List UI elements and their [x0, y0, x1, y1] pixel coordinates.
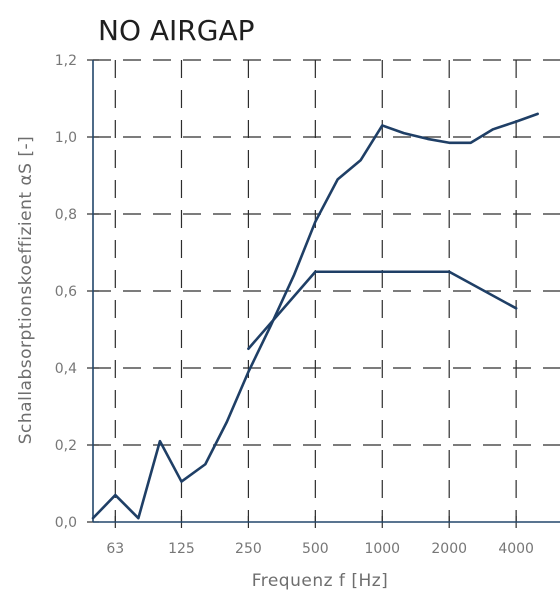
series-line-2: [247, 270, 518, 351]
x-tick-label-4: 1000: [364, 541, 400, 557]
grid-lines: [93, 59, 560, 522]
y-axis-label: Schallabsorptionskoeffizient αS [-]: [16, 136, 36, 444]
y-tick-label-1: 0,2: [55, 438, 77, 454]
chart-axes: [87, 59, 560, 528]
x-axis-label: Frequenz f [Hz]: [252, 571, 389, 591]
y-tick-label-5: 1,0: [55, 130, 77, 146]
y-tick-label-6: 1,2: [55, 53, 77, 69]
y-tick-label-4: 0,8: [55, 207, 77, 223]
y-tick-label-0: 0,0: [55, 515, 77, 531]
y-tick-label-2: 0,4: [55, 361, 77, 377]
x-tick-label-3: 500: [302, 541, 329, 557]
x-tick-label-1: 125: [168, 541, 195, 557]
x-tick-label-2: 250: [235, 541, 262, 557]
x-tick-label-6: 4000: [498, 541, 534, 557]
y-tick-label-3: 0,6: [55, 284, 77, 300]
x-tick-label-0: 63: [106, 541, 124, 557]
tick-labels: 0,0 0,2 0,4 0,6 0,8 1,0 1,2 63 125 250 500 1000 2000…: [55, 53, 534, 557]
data-series: [91, 112, 539, 520]
chart-title: NO AIRGAP: [98, 14, 255, 47]
x-tick-label-5: 2000: [431, 541, 467, 557]
series-line-1: [91, 112, 539, 520]
